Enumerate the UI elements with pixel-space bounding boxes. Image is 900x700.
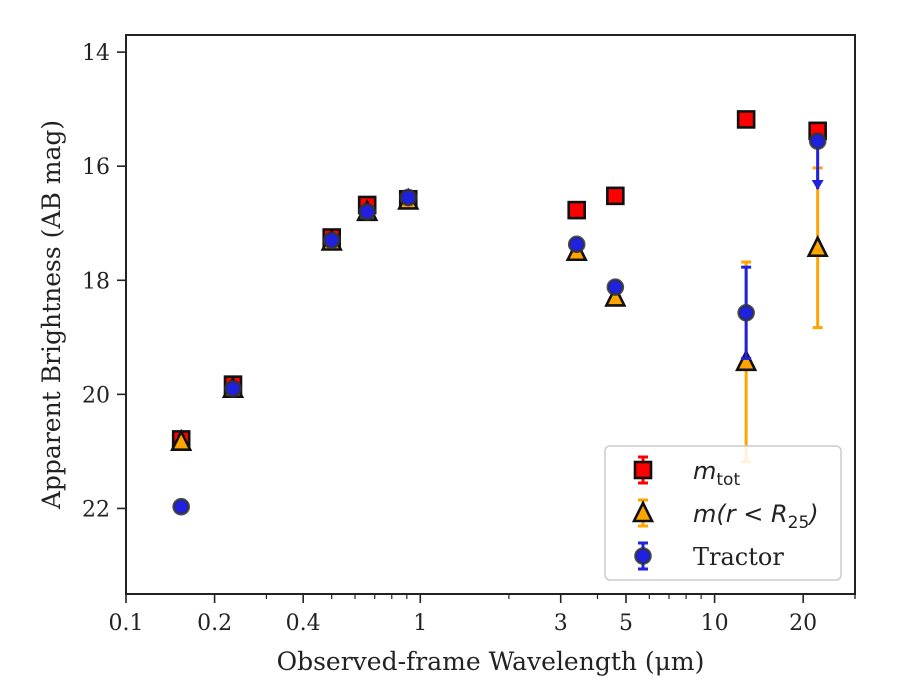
data-point-triangle	[604, 284, 627, 307]
legend-label-main: m(r < R	[693, 500, 788, 528]
legend-label: m(r < R25)	[693, 500, 819, 533]
data-point-square	[567, 200, 587, 220]
data-point-triangle	[735, 348, 758, 372]
legend-marker-circle	[634, 547, 652, 565]
data-point-circle	[737, 303, 755, 322]
legend-frame	[604, 445, 842, 581]
x-tick-label: 1	[413, 611, 427, 636]
y-tick-label: 16	[82, 155, 110, 180]
data-point-circle	[224, 379, 242, 398]
data-point-square	[606, 186, 625, 206]
plot-frame	[125, 34, 856, 595]
x-tick-label: 0.2	[197, 611, 232, 636]
legend-label-subscript: tot	[716, 470, 740, 490]
data-point-circle	[399, 188, 418, 207]
x-axis-label: Observed-frame Wavelength (μm)	[277, 647, 705, 676]
y-tick-label: 22	[82, 497, 110, 522]
legend-label: Tractor	[693, 543, 784, 571]
data-point-square	[736, 110, 756, 129]
y-tick-label: 18	[82, 269, 110, 294]
x-tick-label: 3	[554, 611, 568, 636]
data-point-triangle	[170, 428, 193, 452]
legend-label-subscript: 25	[788, 513, 810, 533]
y-axis-label: Apparent Brightness (AB mag)	[37, 120, 66, 510]
series-circle-group	[172, 132, 827, 516]
x-tick-label: 20	[789, 611, 817, 636]
series-triangle-group	[170, 166, 829, 464]
x-tick-label: 5	[619, 611, 633, 636]
data-point-circle	[606, 278, 625, 296]
series-square-group	[171, 110, 827, 449]
data-point-circle	[358, 203, 376, 221]
plot-data	[170, 110, 829, 516]
legend-label: mtot	[693, 457, 740, 490]
data-point-circle	[172, 497, 190, 516]
data-point-circle	[567, 235, 586, 254]
data-point-circle	[322, 231, 341, 250]
x-tick-label: 0.1	[109, 611, 144, 636]
axis-ticks: 0.1 0.2 0.4 1 3 5 10 20 14 16 18 20 22	[82, 41, 856, 636]
legend-label-tail: )	[807, 500, 818, 528]
y-tick-label: 14	[82, 41, 110, 66]
x-tick-label: 10	[701, 611, 729, 636]
legend: mtot m(r < R25) Tractor	[604, 445, 842, 581]
legend-marker-square	[633, 460, 653, 480]
y-tick-label: 20	[82, 383, 110, 408]
upper-limit-arrow	[811, 180, 824, 191]
legend-label-main: m	[693, 457, 716, 485]
data-point-triangle	[806, 234, 829, 258]
data-point-circle	[808, 132, 827, 150]
x-tick-label: 0.4	[286, 611, 321, 636]
legend-marker-triangle	[631, 500, 655, 523]
